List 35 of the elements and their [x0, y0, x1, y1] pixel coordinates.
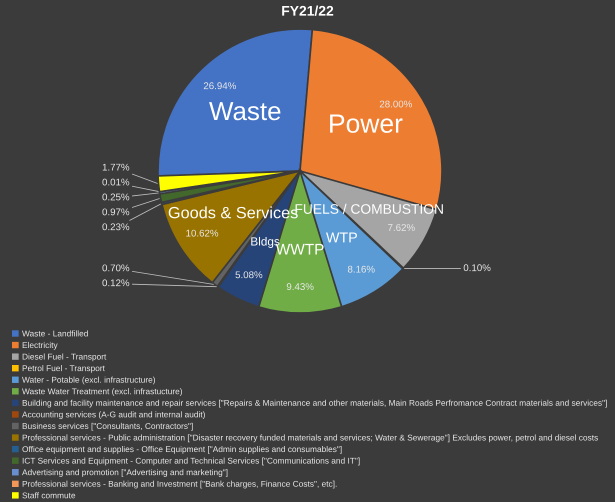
data-label: 7.62% [388, 224, 415, 231]
legend-label: Advertising and promotion ["Advertising and marketing"] [22, 469, 228, 477]
text: Power [330, 114, 402, 133]
legend-label: Staff commute [22, 492, 76, 498]
data-label: 0.97% [102, 208, 130, 216]
data-label: 1.77% [102, 164, 130, 171]
chart-title: FY21/22 [282, 6, 334, 16]
data-label: 0.70% [102, 264, 130, 272]
data-label: 0.10% [464, 264, 491, 272]
legend-label: Water - Potable (excl. infrastructure) [22, 376, 156, 384]
text: Goods & Services [168, 206, 298, 218]
legend-label: Accounting services (A-G audit and internal audit) [22, 411, 205, 420]
legend-label: Business services ["Consultants, Contractors"] [22, 422, 193, 431]
legend-label: ICT Services and Equipment - Computer and Technical Services ["Communications and IT"] [22, 458, 360, 466]
legend-label: Professional services - Banking and Investment ["Bank charges, Finance Costs", etc]. [22, 480, 337, 488]
text: Waste [209, 102, 280, 120]
data-label: 8.16% [348, 266, 375, 273]
data-label: 0.25% [102, 194, 130, 200]
data-label: 9.43% [286, 283, 314, 290]
legend-label: Professional services - Public administration ["Disaster recovery funded materials and services; Water & Sewerage"] Excludes power, petrol and diesel costs [22, 434, 598, 442]
data-label: 26.94% [204, 82, 236, 90]
legend-label: Waste - Landfilled [22, 330, 88, 336]
legend-label: Diesel Fuel - Transport [22, 353, 106, 362]
data-label: 28.00% [380, 100, 412, 108]
data-label: 10.62% [186, 230, 218, 237]
legend-label: Petrol Fuel - Transport [22, 365, 105, 373]
data-label: 0.12% [102, 279, 130, 286]
data-label: 0.23% [102, 223, 130, 230]
legend-label: Electricity [22, 342, 58, 350]
text: WTP [326, 232, 357, 242]
data-label: 0.01% [102, 178, 130, 186]
legend-label: Office equipment and supplies - Office Equipment ["Admin supplies and consumables"] [22, 446, 342, 454]
legend-label: Waste Water Treatment (excl. infrastucture) [22, 388, 182, 396]
data-label: 5.08% [235, 271, 262, 278]
legend-label: Building and facility maintenance and repair services ["Repairs & Maintenance and other materials, Main Roads Perfromance Contract materials and services"] [22, 400, 607, 408]
